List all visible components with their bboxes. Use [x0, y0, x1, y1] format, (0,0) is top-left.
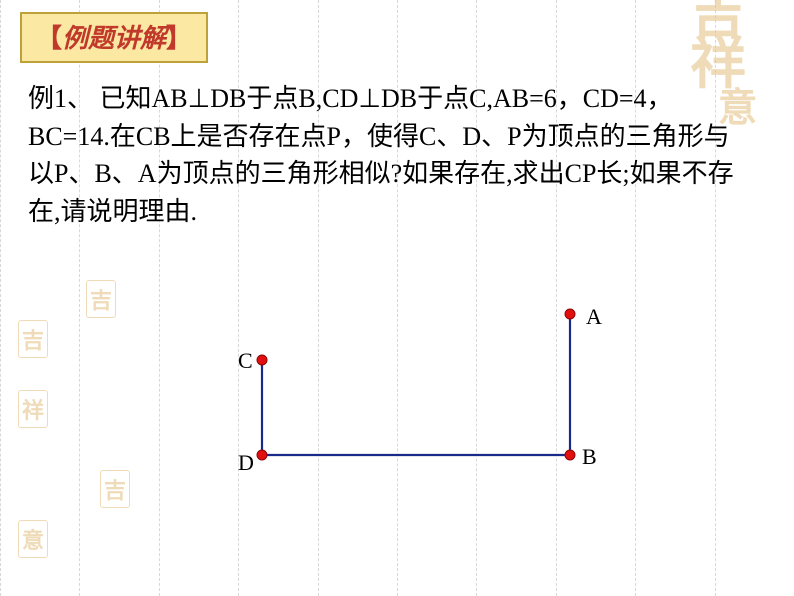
section-header: 【例题讲解】: [20, 12, 208, 63]
header-right-bracket: 】: [166, 24, 192, 53]
point-C: [257, 355, 267, 365]
header-left-bracket: 【: [36, 24, 62, 53]
geometry-diagram: A B C D: [150, 300, 670, 550]
diagram-svg: [150, 300, 670, 550]
point-label-C: C: [238, 348, 253, 374]
point-D: [257, 450, 267, 460]
point-B: [565, 450, 575, 460]
point-A: [565, 309, 575, 319]
point-label-D: D: [238, 450, 254, 476]
point-label-B: B: [582, 444, 597, 470]
problem-text: 例1、 已知AB⊥DB于点B,CD⊥DB于点C,AB=6，CD=4，BC=14.…: [28, 80, 748, 231]
header-title: 例题讲解: [62, 24, 166, 53]
point-label-A: A: [586, 304, 602, 330]
